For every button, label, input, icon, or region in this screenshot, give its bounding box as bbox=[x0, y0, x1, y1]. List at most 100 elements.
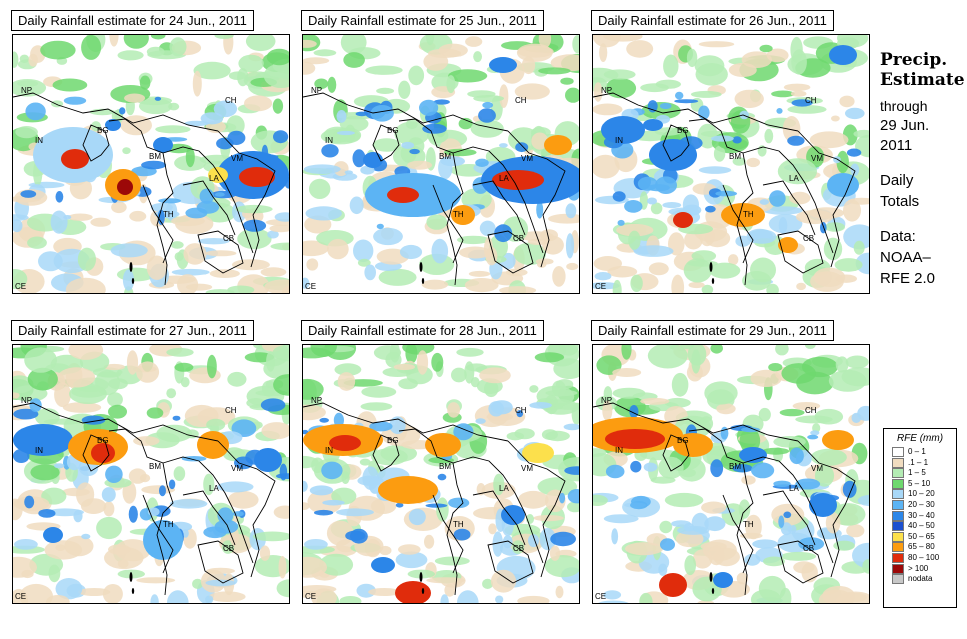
rain-patch bbox=[683, 522, 694, 532]
rain-patch bbox=[334, 363, 362, 376]
legend-swatch bbox=[892, 574, 904, 585]
legend-item: 5 – 10 bbox=[884, 478, 956, 490]
rain-patch bbox=[814, 408, 844, 425]
rain-patch bbox=[48, 564, 61, 583]
country-label: NP bbox=[311, 86, 322, 95]
rain-patch bbox=[567, 501, 579, 513]
country-border bbox=[432, 184, 464, 264]
rain-patch bbox=[426, 214, 448, 230]
sidebar-data-line3: RFE 2.0 bbox=[880, 270, 936, 287]
rain-patch bbox=[169, 499, 208, 509]
rain-patch bbox=[407, 160, 433, 170]
rain-patch bbox=[713, 145, 726, 162]
rainfall-map: NP CH IN BG BM VM LA TH CB CE bbox=[592, 34, 870, 294]
country-border bbox=[182, 490, 236, 546]
rain-patch bbox=[446, 75, 456, 94]
rain-patch bbox=[401, 141, 415, 149]
rain-patch bbox=[488, 401, 504, 417]
rain-patch bbox=[572, 35, 579, 54]
rain-patch bbox=[518, 490, 549, 509]
rain-patch bbox=[741, 427, 760, 433]
rain-patch bbox=[728, 62, 757, 78]
legend-swatch bbox=[892, 510, 904, 521]
rain-patch bbox=[475, 418, 486, 424]
country-border bbox=[662, 124, 690, 162]
rain-patch bbox=[110, 243, 148, 258]
rain-patch bbox=[628, 230, 641, 250]
country-border bbox=[398, 428, 464, 596]
rain-patch bbox=[773, 480, 791, 487]
legend-title: RFE (mm) bbox=[896, 433, 944, 444]
country-border bbox=[797, 130, 856, 268]
country-label: VM bbox=[521, 464, 533, 473]
rain-patch bbox=[242, 219, 267, 232]
rain-patch bbox=[223, 35, 234, 55]
rainfall-map: NP CH IN BG BM VM LA TH CB CE bbox=[12, 344, 290, 604]
island bbox=[129, 262, 133, 272]
storm-cell bbox=[61, 149, 89, 169]
rain-patch bbox=[124, 93, 146, 103]
rain-patch bbox=[269, 224, 289, 233]
rain-patch bbox=[171, 268, 210, 276]
rain-patch bbox=[711, 135, 734, 142]
rain-patch bbox=[846, 148, 862, 157]
rain-patch bbox=[28, 53, 38, 67]
rain-patch bbox=[851, 412, 862, 423]
rain-patch bbox=[103, 363, 126, 371]
country-label: BM bbox=[439, 152, 451, 161]
rain-patch bbox=[448, 497, 470, 509]
rain-patch bbox=[762, 447, 790, 455]
rain-patch bbox=[24, 495, 35, 509]
island bbox=[131, 278, 135, 284]
rain-patch bbox=[458, 117, 473, 130]
country-label: CE bbox=[15, 592, 26, 601]
country-label: NP bbox=[311, 396, 322, 405]
rain-patch bbox=[385, 351, 402, 368]
rain-patch bbox=[745, 514, 762, 540]
rain-patch bbox=[499, 143, 508, 148]
rain-patch bbox=[303, 378, 324, 400]
country-label: IN bbox=[325, 446, 333, 455]
rain-patch bbox=[536, 201, 544, 219]
legend-item: 30 – 40 bbox=[884, 510, 956, 522]
rain-patch bbox=[198, 238, 230, 245]
country-border bbox=[13, 402, 219, 442]
rain-patch bbox=[529, 385, 539, 393]
rain-patch bbox=[13, 79, 47, 97]
rain-patch bbox=[273, 505, 289, 519]
rain-patch bbox=[305, 206, 342, 221]
rain-patch bbox=[425, 35, 435, 46]
rain-patch bbox=[640, 83, 669, 93]
country-label: CB bbox=[223, 234, 234, 243]
rain-patch bbox=[787, 135, 805, 146]
panel-title: Daily Rainfall estimate for 25 Jun., 201… bbox=[301, 10, 544, 31]
rain-patch bbox=[205, 289, 235, 293]
legend-label: 5 – 10 bbox=[908, 478, 931, 488]
rainfall-map: NP CH IN BG BM VM LA TH CB CE bbox=[12, 34, 290, 294]
country-border bbox=[197, 540, 244, 584]
rain-patch bbox=[13, 408, 39, 420]
rain-patch bbox=[303, 164, 341, 174]
rain-patch bbox=[128, 505, 138, 523]
rain-patch bbox=[276, 473, 289, 479]
rain-patch bbox=[773, 436, 806, 448]
rain-patch bbox=[40, 40, 76, 60]
sidebar-daily: Daily Totals bbox=[880, 170, 966, 212]
country-border bbox=[182, 180, 236, 236]
rain-patch bbox=[630, 501, 648, 510]
rain-patch bbox=[482, 101, 494, 109]
rain-patch bbox=[553, 358, 579, 380]
rain-patch bbox=[621, 345, 632, 360]
rainfall-panel: Daily Rainfall estimate for 26 Jun., 201… bbox=[590, 10, 872, 296]
rain-patch bbox=[694, 55, 725, 77]
legend-item: .1 – 1 bbox=[884, 457, 956, 469]
rain-patch bbox=[658, 456, 684, 479]
rain-patch bbox=[155, 125, 191, 134]
rain-patch bbox=[720, 426, 729, 440]
legend-item: 40 – 50 bbox=[884, 521, 956, 532]
rain-patch bbox=[478, 108, 496, 123]
rain-patch bbox=[494, 224, 513, 243]
country-border bbox=[217, 130, 276, 268]
rain-patch bbox=[29, 398, 42, 412]
rain-patch bbox=[544, 555, 579, 578]
